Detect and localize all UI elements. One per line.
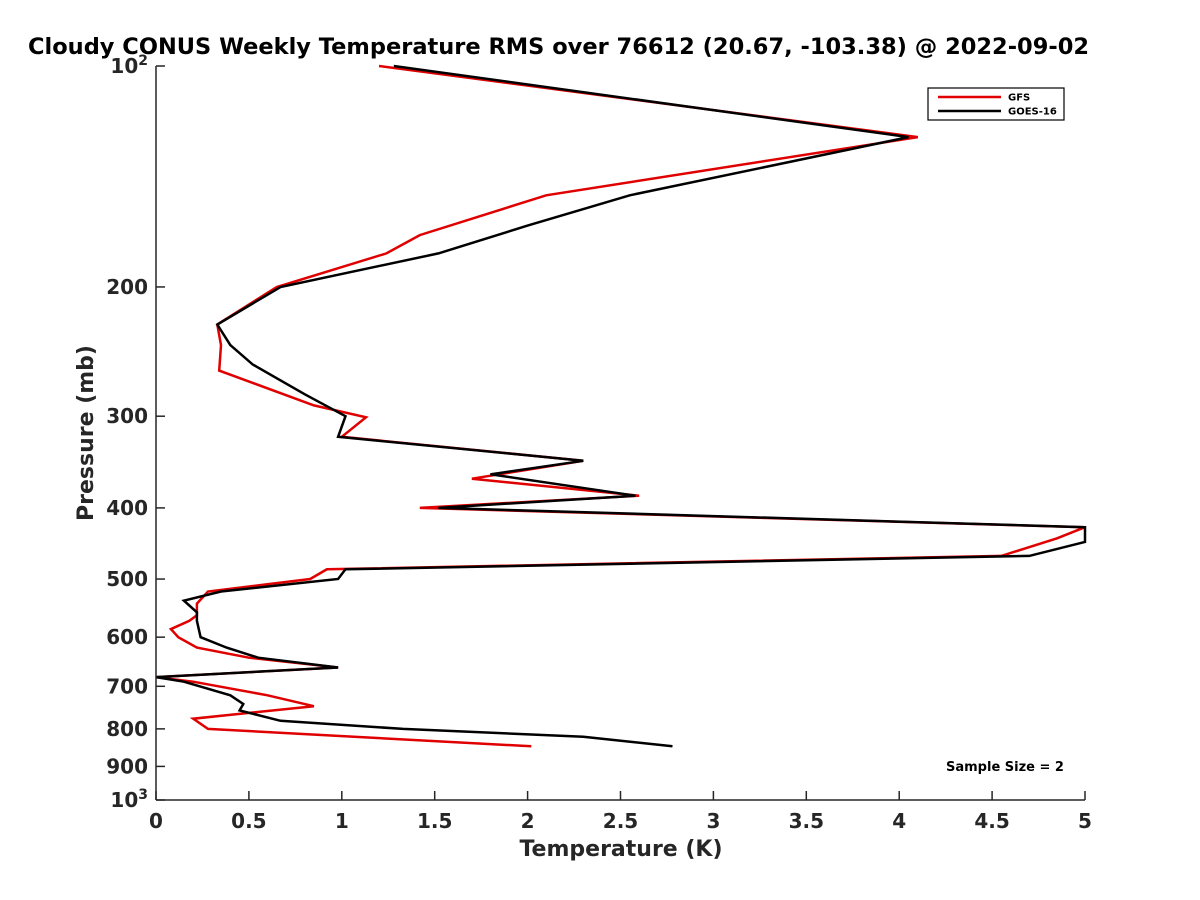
x-tick-label: 0.5 xyxy=(231,809,266,833)
y-tick-label: 500 xyxy=(106,567,148,591)
x-tick-label: 4 xyxy=(892,809,906,833)
y-tick-label: 900 xyxy=(106,754,148,778)
y-tick-label: 800 xyxy=(106,717,148,741)
chart-title: Cloudy CONUS Weekly Temperature RMS over… xyxy=(28,34,1089,60)
x-tick-label: 4.5 xyxy=(974,809,1009,833)
x-tick-label: 2.5 xyxy=(603,809,638,833)
y-tick-label: 600 xyxy=(106,625,148,649)
x-axis-label: Temperature (K) xyxy=(519,837,722,862)
legend-label: GFS xyxy=(1008,93,1030,104)
y-tick-label: 102 xyxy=(110,53,148,78)
ticks-layer: 0 0.5 1 1.5 2 2.5 3 3.5 4 4.5 5 102 200 300 400 500 600 7… xyxy=(106,53,1092,833)
legend-label: GOES-16 xyxy=(1008,107,1057,118)
x-tick-label: 3 xyxy=(706,809,720,833)
x-tick-label: 1 xyxy=(335,809,349,833)
y-axis-label: Pressure (mb) xyxy=(74,345,99,521)
y-tick-label: 300 xyxy=(106,404,148,428)
x-tick-label: 2 xyxy=(521,809,535,833)
y-tick-label: 700 xyxy=(106,674,148,698)
series-line-goes-16 xyxy=(155,64,1087,748)
x-tick-label: 0 xyxy=(149,809,163,833)
y-tick-label: 400 xyxy=(106,496,148,520)
y-tick-label: 200 xyxy=(106,275,148,299)
x-tick-label: 1.5 xyxy=(417,809,452,833)
y-tick-label: 103 xyxy=(110,787,148,812)
sample-size-annotation: Sample Size = 2 xyxy=(946,760,1064,775)
x-tick-label: 5 xyxy=(1078,809,1092,833)
legend-box xyxy=(927,87,1065,121)
x-tick-label: 3.5 xyxy=(789,809,824,833)
legend: GFS GOES-16 xyxy=(927,87,1065,121)
